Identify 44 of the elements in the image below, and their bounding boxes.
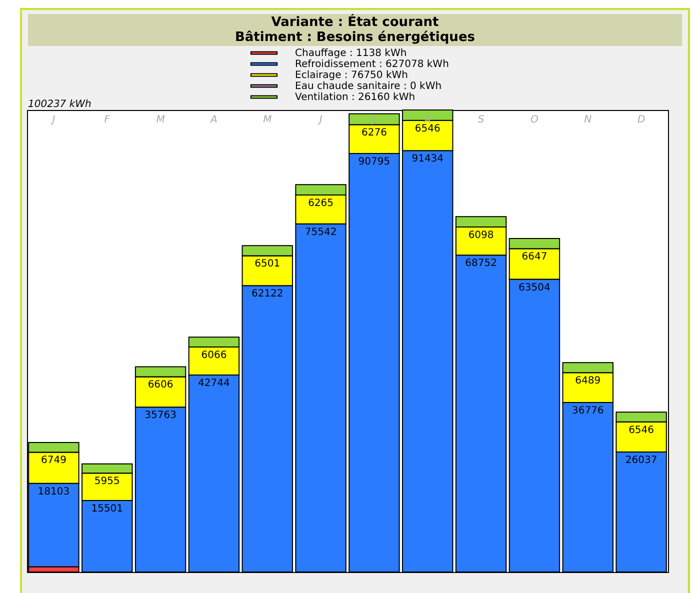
data-label: 42744	[198, 378, 230, 389]
data-label: 15501	[91, 504, 124, 515]
data-label: 6749	[40, 455, 66, 466]
data-label: 91434	[412, 154, 444, 165]
data-label: 90795	[358, 156, 390, 168]
data-label: 6606	[148, 380, 174, 391]
data-label: 36776	[572, 405, 604, 416]
data-label: 5955	[94, 476, 120, 488]
data-label: 63504	[518, 282, 550, 294]
data-label: 6546	[628, 424, 654, 436]
x-tick-label: D	[637, 114, 646, 126]
data-label: 6066	[201, 350, 227, 362]
x-tick-label: J	[317, 114, 322, 126]
legend-label: Eau chaude sanitaire : 0 kWh	[295, 81, 442, 92]
legend-label: Chauffage : 1138 kWh	[295, 48, 407, 59]
data-label: 6489	[575, 376, 601, 387]
data-label: 6647	[522, 252, 548, 263]
legend-label: Refroidissement : 627078 kWh	[295, 59, 449, 70]
data-label: 68752	[465, 258, 497, 270]
x-tick-label: J	[370, 114, 376, 126]
x-tick-label: A	[423, 114, 432, 126]
x-tick-label: A	[210, 114, 218, 126]
data-label: 6098	[468, 230, 494, 242]
data-label: 6265	[308, 198, 334, 209]
chart-title: Variante : État courant	[270, 15, 440, 30]
legend-label: Eclairage : 76750 kWh	[295, 70, 408, 81]
data-label: 26037	[625, 454, 658, 466]
x-tick-label: M	[156, 114, 166, 126]
x-tick-label: O	[530, 114, 539, 126]
x-tick-label: J	[50, 114, 56, 126]
x-tick-label: F	[104, 114, 110, 126]
data-label: 6546	[414, 123, 440, 134]
x-tick-label: M	[263, 114, 272, 126]
data-label: 6501	[254, 258, 280, 270]
data-label: 35763	[144, 410, 176, 422]
legend-label: Ventilation : 26160 kWh	[295, 92, 416, 103]
data-label: 6276	[361, 128, 387, 139]
data-label: 62122	[251, 288, 284, 300]
chart-subtitle: Bâtiment : Besoins énergétiques	[234, 30, 476, 45]
x-tick-label: N	[584, 114, 592, 126]
text: 100237 kWh	[28, 99, 92, 110]
data-label: 75542	[304, 226, 337, 238]
x-tick-label: S	[478, 114, 485, 126]
data-label: 18103	[38, 486, 70, 498]
